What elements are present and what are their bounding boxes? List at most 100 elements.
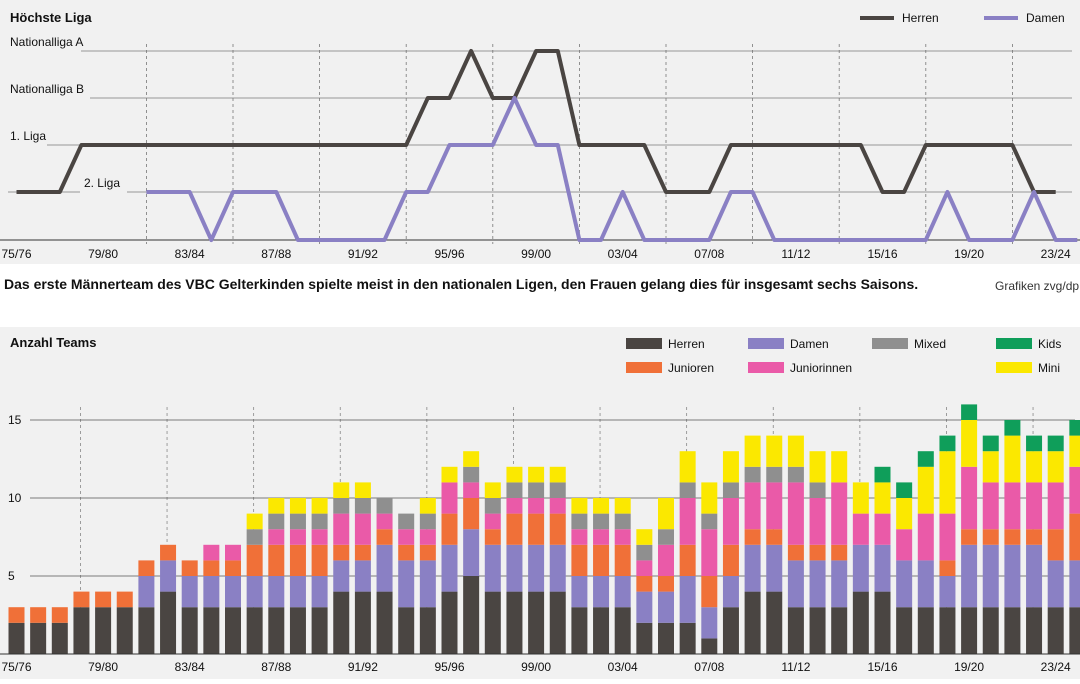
bar-segment-mixed	[658, 529, 674, 545]
bar-segment-herren	[549, 591, 566, 654]
bar-segment-juniorinnen	[982, 482, 999, 530]
bar-segment-herren	[766, 591, 783, 654]
bar-segment-junioren	[939, 560, 956, 576]
bar-segment-herren	[1026, 607, 1043, 654]
bar-segment-juniorinnen	[1069, 466, 1080, 514]
bar-segment-juniorinnen	[289, 529, 306, 545]
bar-segment-damen	[744, 544, 761, 592]
bar-segment-herren	[614, 607, 631, 654]
series-line-damen	[146, 96, 1078, 242]
bar-segment-kids	[874, 466, 891, 483]
bar-segment-junioren	[116, 591, 133, 608]
bar-segment-mixed	[571, 513, 588, 530]
bar-segment-juniorinnen	[419, 529, 436, 545]
bar-segment-mini	[528, 466, 545, 483]
bar-segment-kids	[961, 404, 978, 420]
bar-segment-mini	[896, 498, 913, 530]
x-tick-label: 95/96	[434, 247, 464, 261]
bar-segment-juniorinnen	[354, 513, 371, 545]
bar-segment-herren	[1004, 607, 1021, 654]
bar-segment-herren	[95, 607, 112, 654]
bar-segment-kids	[1004, 420, 1021, 436]
bar-segment-herren	[939, 607, 956, 654]
bar-segment-herren	[679, 622, 696, 654]
series-line-herren	[16, 49, 1056, 194]
bar-segment-damen	[939, 576, 956, 608]
x-tick-label: 99/00	[521, 660, 551, 674]
bar-segment-junioren	[268, 544, 285, 576]
bar-segment-damen	[441, 544, 458, 592]
legend-label-mixed: Mixed	[914, 337, 946, 351]
bar-segment-herren	[311, 607, 328, 654]
x-tick-label: 07/08	[694, 660, 724, 674]
bar-segment-juniorinnen	[614, 529, 631, 545]
bar-segment-junioren	[722, 544, 739, 576]
bar-segment-mixed	[268, 513, 285, 530]
bar-segment-mixed	[614, 513, 631, 530]
bar-segment-mixed	[506, 482, 523, 498]
bar-segment-damen	[225, 576, 241, 608]
bar-segment-herren	[181, 607, 198, 654]
bar-segment-juniorinnen	[1026, 482, 1043, 530]
bar-segment-mini	[636, 529, 653, 545]
bar-segment-juniorinnen	[311, 529, 328, 545]
bar-segment-juniorinnen	[376, 513, 393, 530]
bar-segment-mini	[831, 451, 848, 483]
bar-segment-herren	[571, 607, 588, 654]
x-tick-label: 75/76	[1, 660, 31, 674]
x-tick-label: 79/80	[88, 247, 118, 261]
legend-swatch-kids	[996, 338, 1032, 349]
y-tick-label: 15	[8, 413, 22, 427]
x-tick-label: 79/80	[88, 660, 118, 674]
bar-segment-herren	[73, 607, 90, 654]
bar-segment-mini	[593, 498, 610, 514]
bar-segment-herren	[354, 591, 371, 654]
bar-segment-damen	[852, 544, 869, 592]
bar-segment-juniorinnen	[722, 498, 739, 545]
bar-segment-juniorinnen	[766, 482, 783, 530]
bar-segment-damen	[1004, 544, 1021, 608]
bar-segment-junioren	[289, 544, 306, 576]
bar-segment-damen	[787, 560, 804, 608]
bar-segment-junioren	[1004, 529, 1021, 545]
bar-segment-herren	[896, 607, 913, 654]
bar-segment-damen	[658, 591, 674, 623]
bar-segment-damen	[354, 560, 371, 592]
bar-segment-damen	[484, 544, 501, 592]
bar-segment-juniorinnen	[549, 498, 566, 514]
bar-segment-mixed	[354, 498, 371, 514]
x-tick-label: 15/16	[867, 660, 897, 674]
y-tick-label: 10	[8, 491, 22, 505]
bar-segment-junioren	[246, 544, 263, 576]
bar-segment-mini	[268, 498, 285, 514]
bar-segment-herren	[982, 607, 999, 654]
bar-segment-damen	[311, 576, 328, 608]
bar-segment-mixed	[593, 513, 610, 530]
bar-segment-mixed	[289, 513, 306, 530]
bar-segment-mini	[852, 482, 869, 514]
bar-segment-damen	[138, 576, 155, 608]
bar-segment-herren	[8, 622, 25, 654]
bar-segment-mixed	[766, 466, 783, 483]
league-chart-panel: Höchste Liga 2. Liga 1. Liga Nationalliga …	[0, 0, 1080, 264]
bar-segment-herren	[376, 591, 393, 654]
bar-segment-mini	[333, 482, 350, 498]
bar-segment-damen	[874, 544, 891, 592]
bar-segment-junioren	[441, 513, 458, 545]
bar-segment-herren	[593, 607, 610, 654]
bar-segment-mini	[484, 482, 501, 498]
bar-segment-juniorinnen	[917, 513, 934, 561]
bar-segment-mini	[571, 498, 588, 514]
bar-segment-mini	[961, 420, 978, 467]
bar-segment-kids	[939, 435, 956, 452]
bar-segment-junioren	[1069, 513, 1080, 561]
bar-segment-damen	[1047, 560, 1064, 608]
bar-segment-damen	[528, 544, 545, 592]
bar-segment-juniorinnen	[528, 498, 545, 514]
bar-segment-junioren	[419, 544, 436, 561]
bar-segment-junioren	[1047, 529, 1064, 561]
bar-segment-mini	[419, 498, 436, 514]
bar-segment-junioren	[8, 607, 25, 623]
bar-segment-junioren	[398, 544, 415, 561]
bar-segment-mixed	[419, 513, 436, 530]
